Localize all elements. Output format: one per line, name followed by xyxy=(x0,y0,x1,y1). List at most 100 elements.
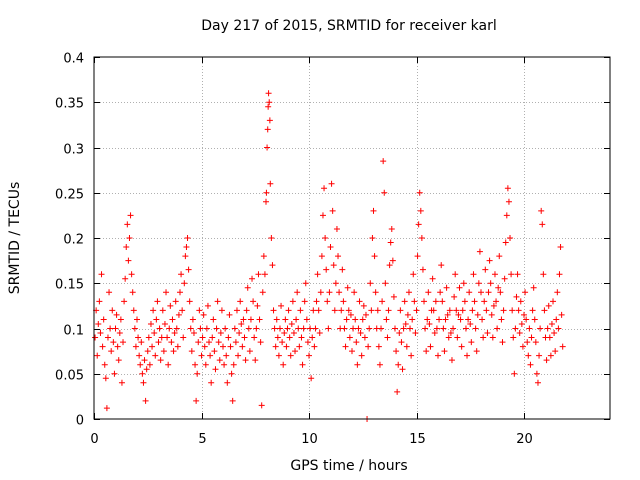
data-point xyxy=(433,325,440,332)
data-point xyxy=(342,343,349,350)
x-tick-label: 5 xyxy=(198,432,206,447)
data-point xyxy=(487,280,494,287)
data-point xyxy=(383,316,390,323)
data-point xyxy=(301,298,308,305)
data-point xyxy=(481,298,488,305)
data-point xyxy=(197,325,204,332)
data-point xyxy=(375,343,382,350)
data-point xyxy=(554,289,561,296)
data-point xyxy=(222,325,229,332)
data-point xyxy=(249,275,256,282)
data-point xyxy=(232,339,239,346)
data-point xyxy=(459,307,466,314)
data-point xyxy=(184,235,191,241)
data-point xyxy=(323,266,330,273)
data-point xyxy=(287,352,294,359)
data-point xyxy=(211,348,218,355)
data-point xyxy=(317,289,324,296)
data-point xyxy=(370,207,377,214)
data-point xyxy=(451,293,458,300)
data-point xyxy=(405,289,412,296)
data-point xyxy=(509,307,516,314)
data-point xyxy=(223,352,230,359)
data-point xyxy=(104,334,111,341)
data-point xyxy=(361,334,368,341)
data-point xyxy=(138,339,145,346)
data-point xyxy=(153,316,160,323)
data-point xyxy=(546,334,553,341)
data-point xyxy=(227,343,234,350)
data-point xyxy=(217,330,224,337)
data-point xyxy=(96,298,103,305)
data-point xyxy=(454,334,461,341)
data-point xyxy=(473,348,480,355)
data-point xyxy=(327,244,334,251)
data-point xyxy=(224,379,231,386)
data-point xyxy=(146,361,153,368)
data-point xyxy=(437,289,444,296)
data-point xyxy=(125,257,132,264)
data-point xyxy=(178,271,185,278)
data-point xyxy=(475,280,482,287)
data-point xyxy=(171,330,178,337)
data-point xyxy=(163,289,170,296)
data-point xyxy=(423,348,430,355)
data-point xyxy=(215,339,222,346)
data-point xyxy=(298,334,305,341)
data-point xyxy=(450,325,457,332)
data-point xyxy=(324,298,331,305)
data-point xyxy=(392,325,398,332)
data-point xyxy=(516,330,523,337)
data-point xyxy=(431,330,438,337)
data-point xyxy=(275,352,282,359)
y-tick-label: 0.2 xyxy=(63,233,84,248)
data-point xyxy=(510,334,517,341)
data-point xyxy=(432,298,439,305)
data-point xyxy=(524,339,531,346)
data-point xyxy=(131,325,138,332)
data-point xyxy=(300,325,307,332)
data-point xyxy=(456,284,463,291)
data-point xyxy=(118,379,125,386)
data-point xyxy=(213,325,220,332)
data-point xyxy=(545,302,552,309)
data-point xyxy=(349,348,355,355)
data-point xyxy=(427,343,434,350)
data-point xyxy=(362,311,369,318)
data-point xyxy=(452,271,459,278)
data-point xyxy=(398,339,405,346)
data-point xyxy=(140,379,147,386)
data-point xyxy=(538,207,545,214)
data-point xyxy=(185,266,192,273)
data-point xyxy=(347,311,354,318)
data-point xyxy=(316,330,323,337)
data-point xyxy=(194,370,201,377)
data-point xyxy=(307,325,314,332)
data-point xyxy=(143,366,150,373)
data-point xyxy=(448,357,455,364)
data-point xyxy=(559,343,566,350)
data-point xyxy=(547,352,554,359)
data-point xyxy=(504,185,511,192)
data-point xyxy=(343,316,350,323)
data-point xyxy=(422,325,429,332)
data-point xyxy=(110,339,117,346)
y-tick-label: 0.35 xyxy=(55,97,84,112)
data-point xyxy=(515,307,522,314)
data-point xyxy=(123,244,130,251)
data-point xyxy=(479,316,486,323)
data-point xyxy=(488,311,495,318)
data-point xyxy=(145,334,152,341)
data-point xyxy=(358,352,365,359)
data-point xyxy=(344,284,351,291)
data-point xyxy=(151,330,158,337)
data-point xyxy=(134,316,140,323)
data-point xyxy=(360,302,367,309)
data-point xyxy=(379,298,386,305)
data-point xyxy=(438,262,445,269)
data-point xyxy=(226,311,233,318)
x-tick-label: 20 xyxy=(516,432,533,447)
data-point xyxy=(523,316,530,323)
data-point xyxy=(264,144,271,151)
data-point xyxy=(181,280,188,287)
